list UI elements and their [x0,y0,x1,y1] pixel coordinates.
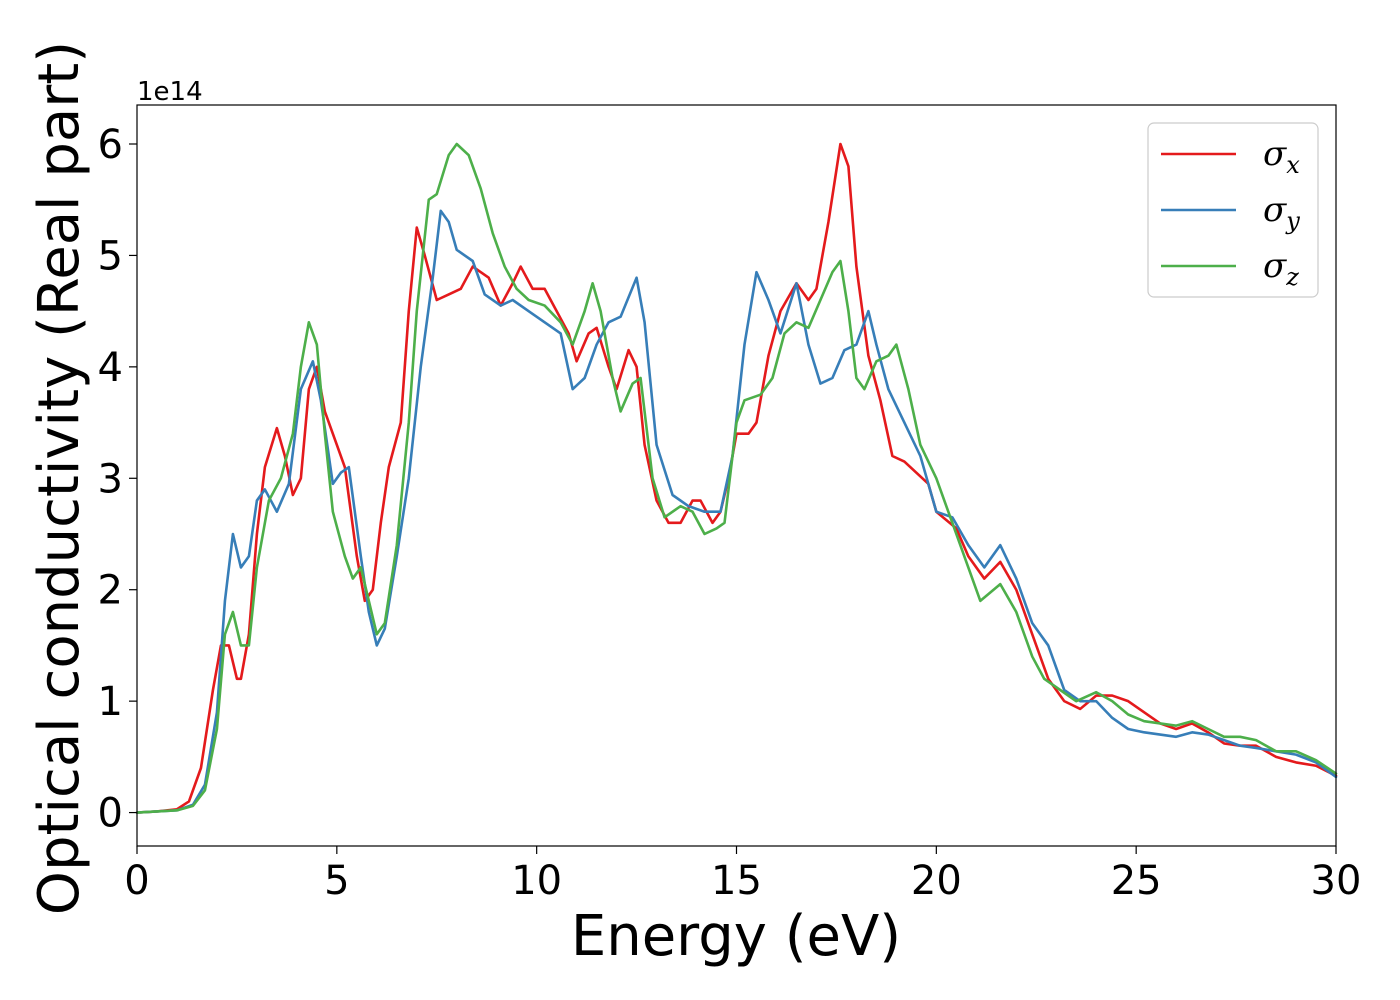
y-tick-label: 2 [98,568,123,614]
x-axis-title: Energy (eV) [571,904,901,969]
y-tick-label: 3 [98,456,123,502]
x-tick-label: 10 [511,858,562,904]
x-tick-label: 25 [1111,858,1162,904]
y-tick-label: 5 [98,233,123,279]
x-tick-label: 5 [324,858,349,904]
x-tick-label: 0 [124,858,149,904]
y-offset-label: 1e14 [137,77,203,107]
y-tick-label: 6 [98,122,123,168]
series-layer [135,142,1338,814]
x-tick-label: 30 [1311,858,1362,904]
plot-area [135,104,1338,847]
y-tick-label: 1 [98,679,123,725]
series-line-y [135,209,1338,814]
series-line-z [135,142,1338,814]
y-axis-title: Optical conductivity (Real part) [27,41,92,915]
legend: σx σy σz [1147,122,1319,298]
x-tick-label: 20 [911,858,962,904]
y-axis: 0 1 2 3 4 5 6 [98,122,137,837]
legend-label-y: σy [1263,190,1300,235]
y-tick-label: 0 [98,791,123,837]
legend-label-z: σz [1263,246,1299,291]
x-axis: 0 5 10 15 20 25 30 [124,846,1361,904]
x-tick-label: 15 [711,858,762,904]
legend-label-x: σx [1263,134,1300,179]
y-tick-label: 4 [98,345,123,391]
